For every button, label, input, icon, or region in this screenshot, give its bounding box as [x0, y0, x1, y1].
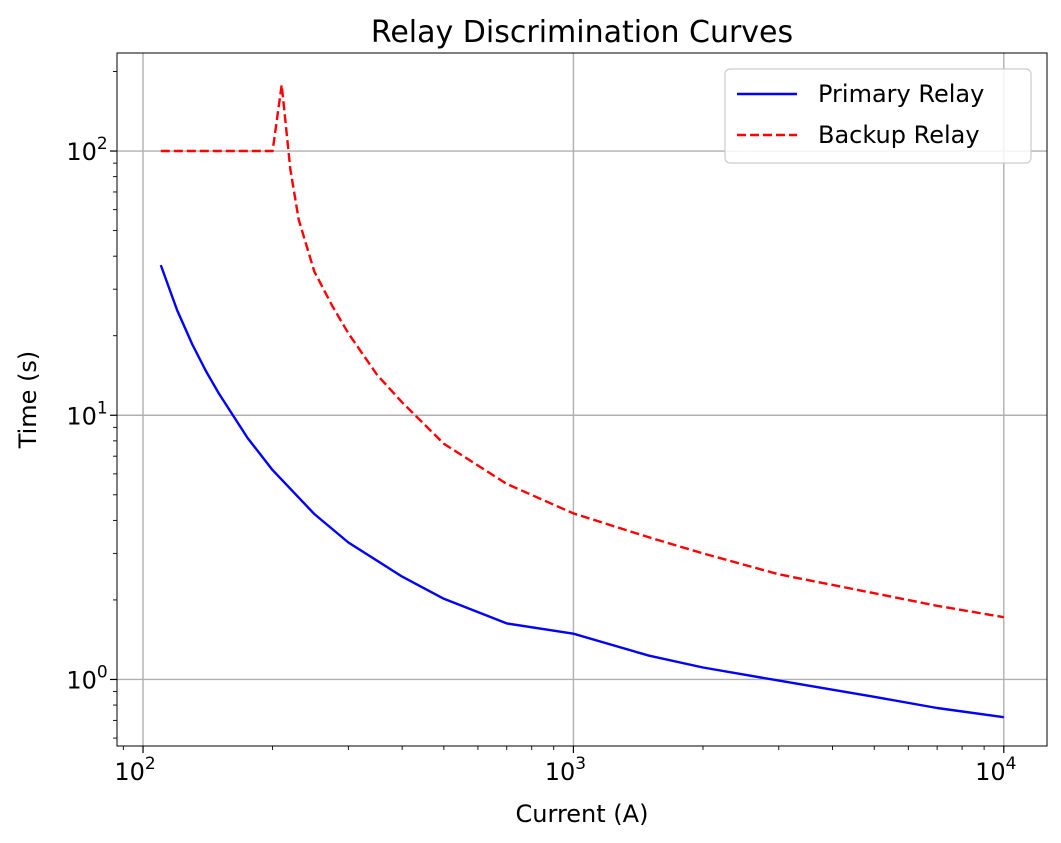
y-tick-label: 100: [66, 662, 107, 694]
tick-layer: 102 103 104 100 101 102: [66, 71, 1016, 786]
x-tick-label: 102: [114, 754, 155, 786]
y-tick-label: 102: [66, 134, 107, 166]
legend-label: Primary Relay: [818, 80, 984, 108]
series-line-backup-relay: [160, 83, 1005, 619]
series-line-primary-relay: [159, 264, 1004, 719]
x-axis-label: Current (A): [516, 800, 649, 828]
series-layer: [159, 83, 1005, 719]
legend-box: [724, 68, 1032, 164]
y-tick-label: 101: [66, 398, 107, 430]
chart-title: Relay Discrimination Curves: [371, 15, 793, 50]
x-tick-label: 103: [545, 754, 586, 786]
y-axis-label: Time (s): [14, 351, 42, 450]
legend-label: Backup Relay: [818, 121, 980, 149]
legend: Primary Relay Backup Relay: [724, 68, 1032, 164]
x-tick-label: 104: [975, 754, 1016, 786]
plot-frame: [116, 52, 1048, 747]
